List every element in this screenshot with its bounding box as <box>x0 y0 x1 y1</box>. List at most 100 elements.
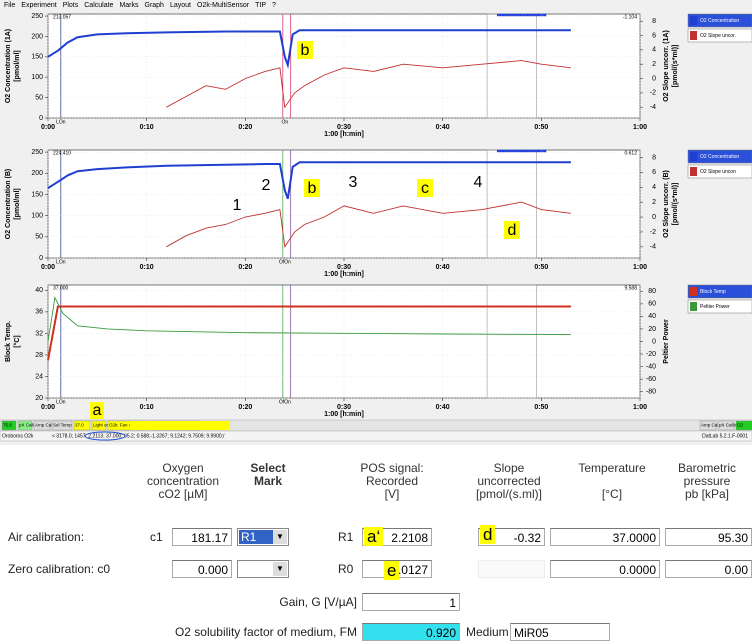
input[interactable]: 1 <box>362 593 460 611</box>
y2-axis-unit: [pmol/(s*ml)] <box>672 45 679 88</box>
x-tick-label: 0:20 <box>238 124 252 131</box>
corner-value: 9.588 <box>624 285 637 291</box>
x-axis-label: 1:00 [h:min] <box>324 271 364 278</box>
y2-tick-label: 80 <box>648 288 656 295</box>
x-tick-label: 0:50 <box>534 264 548 271</box>
trace <box>166 60 571 109</box>
y-tick-label: 50 <box>35 94 43 101</box>
y2-tick-label: 6 <box>652 169 656 176</box>
menu-item[interactable]: File <box>4 2 15 9</box>
trace <box>47 161 571 200</box>
status-text: Light on <box>93 423 110 428</box>
y2-axis-label: O2 Slope uncorr. (B) <box>663 170 670 238</box>
x-tick-label: 0:40 <box>436 124 450 131</box>
status-cell <box>17 420 33 431</box>
y-tick-label: 150 <box>31 54 43 61</box>
status-cell <box>51 420 73 431</box>
y2-tick-label: 0 <box>652 214 656 221</box>
x-tick-label: 0:00 <box>41 264 55 271</box>
input[interactable]: 0.920 <box>362 623 460 641</box>
x-tick-label: 0:00 <box>41 404 55 411</box>
label: Gain, G [V/µA] <box>279 595 357 609</box>
status-text: 37.0 <box>75 423 84 428</box>
annotation: e <box>384 561 400 580</box>
y2-tick-label: 2 <box>652 61 656 68</box>
select[interactable]: ▼ <box>237 560 289 578</box>
y2-axis-label: O2 Slope uncorr. (1A) <box>663 30 670 102</box>
select-value: R1 <box>239 530 273 544</box>
annotation: d <box>508 222 517 239</box>
status-text: 75.8 <box>3 423 12 428</box>
menu-item[interactable]: ? <box>272 2 276 9</box>
dropdown-arrow[interactable]: ▼ <box>273 530 287 544</box>
annotation: c <box>421 180 429 197</box>
legend-label: O2 Slope uncor. <box>700 33 736 39</box>
status-fill <box>130 421 230 430</box>
status-text: O2k: Fan off <box>109 423 134 428</box>
label: Zero calibration: c0 <box>8 562 111 576</box>
y-tick-label: 100 <box>31 212 43 219</box>
y-tick-label: 250 <box>31 149 43 156</box>
status-cell <box>735 420 752 431</box>
status-cell <box>33 420 51 431</box>
select[interactable]: R1 ▼ <box>237 528 289 546</box>
y2-tick-label: 8 <box>652 18 656 25</box>
menu-item[interactable]: Marks <box>119 2 139 9</box>
input[interactable]: 0.00 <box>665 560 752 578</box>
x-tick-label: 0:30 <box>337 264 351 271</box>
menu-item[interactable]: O2k-MultiSensor <box>197 2 250 9</box>
input[interactable] <box>478 560 545 578</box>
input[interactable]: 37.0000 <box>550 528 660 546</box>
menu-item[interactable]: TIP <box>255 2 266 9</box>
annotation: 3 <box>349 174 358 191</box>
legend-swatch <box>690 167 697 176</box>
x-tick-label: 0:20 <box>238 404 252 411</box>
input[interactable]: 95.30 <box>665 528 752 546</box>
mark-label: OfOn <box>279 259 291 265</box>
y-axis-unit: [pmol/ml] <box>14 50 21 82</box>
legend-label: O2 Concentration <box>700 18 739 24</box>
annotation: b <box>301 42 310 59</box>
x-tick-label: 0:30 <box>337 404 351 411</box>
status-text: Amp Calib <box>35 423 56 428</box>
dropdown-arrow[interactable]: ▼ <box>273 562 287 576</box>
input[interactable]: 0.0000 <box>550 560 660 578</box>
corner-value: -1.104 <box>623 14 637 20</box>
label: O2 solubility factor of medium, FM <box>174 625 357 639</box>
legend-box <box>687 284 752 299</box>
window-box <box>486 284 537 399</box>
y-tick-label: 0 <box>39 255 43 262</box>
menu-item[interactable]: Graph <box>145 2 165 9</box>
menu-item[interactable]: Layout <box>170 2 191 9</box>
legend-box <box>687 299 752 314</box>
input[interactable]: 181.17 <box>172 528 232 546</box>
x-tick-label: 1:00 <box>633 404 647 411</box>
annotation: a‘ <box>364 527 384 546</box>
header: Select Mark <box>250 461 286 488</box>
menu-item[interactable]: Experiment <box>21 2 56 9</box>
y2-tick-label: 6 <box>652 32 656 39</box>
trace <box>47 29 571 69</box>
corner-value: 224.410 <box>53 150 71 156</box>
input[interactable]: MiR05 <box>510 623 610 641</box>
y-tick-label: 200 <box>31 170 43 177</box>
x-tick-label: 0:20 <box>238 264 252 271</box>
y-tick-label: 28 <box>35 352 43 359</box>
legend-swatch <box>690 152 697 161</box>
header: Slope uncorrected [pmol/(s.ml)] <box>476 461 542 501</box>
y-tick-label: 40 <box>35 287 43 294</box>
input[interactable]: 0.000 <box>172 560 232 578</box>
status-cell <box>73 420 91 431</box>
annotation: a <box>93 402 102 419</box>
menu-item[interactable]: Calculate <box>84 2 113 9</box>
legend-box <box>687 28 752 43</box>
y-tick-label: 150 <box>31 191 43 198</box>
status-text: pX Calib <box>19 423 37 428</box>
x-axis-label: 1:00 [h:min] <box>324 411 364 418</box>
label: c1 <box>150 530 163 544</box>
status-text: O2 <box>737 423 744 428</box>
status-cell <box>699 420 717 431</box>
status-cell <box>91 420 107 431</box>
x-tick-label: 0:10 <box>140 124 154 131</box>
menu-item[interactable]: Plots <box>63 2 79 9</box>
